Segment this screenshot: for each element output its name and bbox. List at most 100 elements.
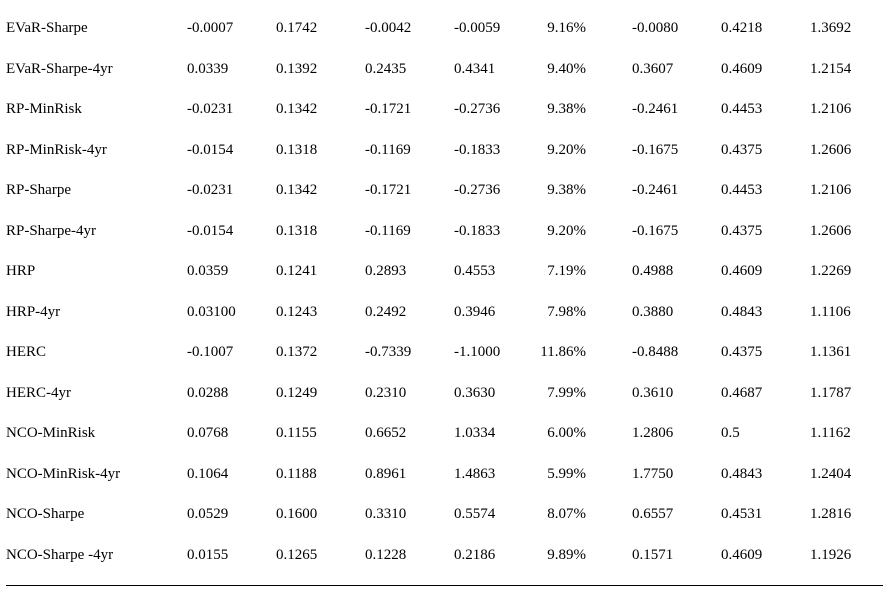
cell-value: -0.0007 [171, 18, 260, 59]
table-row: NCO-Sharpe -4yr 0.0155 0.1265 0.1228 0.2… [6, 545, 883, 586]
cell-value: -0.1833 [438, 140, 527, 181]
cell-value: 1.7750 [616, 464, 705, 505]
cell-value: 0.1372 [260, 342, 349, 383]
cell-value: -0.2461 [616, 99, 705, 140]
cell-value: -0.1007 [171, 342, 260, 383]
cell-percent: 9.40% [527, 59, 616, 100]
cell-value: 0.1342 [260, 99, 349, 140]
cell-percent: 9.38% [527, 180, 616, 221]
cell-value: -0.0042 [349, 18, 438, 59]
row-label: EVaR-Sharpe-4yr [6, 59, 171, 100]
cell-value: 0.2492 [349, 302, 438, 343]
cell-value: 0.1571 [616, 545, 705, 586]
cell-value: 0.0529 [171, 504, 260, 545]
cell-value: 1.4863 [438, 464, 527, 505]
row-label: HRP [6, 261, 171, 302]
cell-value: 1.2154 [794, 59, 883, 100]
cell-value: 0.5 [705, 423, 794, 464]
cell-value: 0.2310 [349, 383, 438, 424]
cell-value: 0.1243 [260, 302, 349, 343]
cell-value: 1.2806 [616, 423, 705, 464]
cell-value: 0.2435 [349, 59, 438, 100]
cell-value: 0.1318 [260, 140, 349, 181]
cell-value: 0.4218 [705, 18, 794, 59]
cell-value: 0.4375 [705, 140, 794, 181]
cell-value: 0.4553 [438, 261, 527, 302]
cell-value: 0.3310 [349, 504, 438, 545]
cell-value: -0.1675 [616, 140, 705, 181]
cell-value: 1.2106 [794, 180, 883, 221]
cell-value: 1.2106 [794, 99, 883, 140]
cell-value: 0.0359 [171, 261, 260, 302]
cell-percent: 11.86% [527, 342, 616, 383]
cell-value: 1.1361 [794, 342, 883, 383]
cell-value: 0.0339 [171, 59, 260, 100]
row-label: EVaR-Sharpe [6, 18, 171, 59]
cell-value: 0.4453 [705, 99, 794, 140]
cell-value: 1.2606 [794, 140, 883, 181]
cell-value: 0.1064 [171, 464, 260, 505]
cell-value: 0.3880 [616, 302, 705, 343]
cell-value: -0.1169 [349, 221, 438, 262]
cell-value: 0.0155 [171, 545, 260, 586]
cell-value: 0.4375 [705, 221, 794, 262]
cell-value: 0.4341 [438, 59, 527, 100]
cell-value: -0.0154 [171, 221, 260, 262]
table-row: RP-MinRisk-4yr -0.0154 0.1318 -0.1169 -0… [6, 140, 883, 181]
cell-percent: 7.99% [527, 383, 616, 424]
cell-value: 0.03100 [171, 302, 260, 343]
cell-percent: 6.00% [527, 423, 616, 464]
cell-percent: 9.89% [527, 545, 616, 586]
cell-value: 0.8961 [349, 464, 438, 505]
cell-percent: 5.99% [527, 464, 616, 505]
cell-percent: 8.07% [527, 504, 616, 545]
cell-percent: 9.20% [527, 140, 616, 181]
cell-value: -0.8488 [616, 342, 705, 383]
cell-value: 0.1392 [260, 59, 349, 100]
cell-value: 0.4375 [705, 342, 794, 383]
cell-value: -0.7339 [349, 342, 438, 383]
cell-value: 0.4531 [705, 504, 794, 545]
table-row: NCO-MinRisk-4yr 0.1064 0.1188 0.8961 1.4… [6, 464, 883, 505]
cell-value: 0.4609 [705, 261, 794, 302]
row-label: NCO-MinRisk-4yr [6, 464, 171, 505]
cell-value: 0.1155 [260, 423, 349, 464]
cell-value: -0.2736 [438, 180, 527, 221]
cell-value: -0.1721 [349, 99, 438, 140]
cell-value: 0.6557 [616, 504, 705, 545]
cell-value: 0.1249 [260, 383, 349, 424]
cell-value: 0.2186 [438, 545, 527, 586]
cell-percent: 9.16% [527, 18, 616, 59]
row-label: NCO-MinRisk [6, 423, 171, 464]
table-row: EVaR-Sharpe -0.0007 0.1742 -0.0042 -0.00… [6, 18, 883, 59]
cell-value: 0.4843 [705, 302, 794, 343]
row-label: NCO-Sharpe [6, 504, 171, 545]
cell-value: -0.0154 [171, 140, 260, 181]
table-row: HRP 0.0359 0.1241 0.2893 0.4553 7.19% 0.… [6, 261, 883, 302]
cell-value: 1.2606 [794, 221, 883, 262]
cell-value: -0.0231 [171, 99, 260, 140]
cell-value: 0.1265 [260, 545, 349, 586]
cell-percent: 7.98% [527, 302, 616, 343]
cell-value: 0.6652 [349, 423, 438, 464]
row-label: RP-Sharpe [6, 180, 171, 221]
table-row: HERC-4yr 0.0288 0.1249 0.2310 0.3630 7.9… [6, 383, 883, 424]
cell-value: -0.1169 [349, 140, 438, 181]
cell-value: 1.0334 [438, 423, 527, 464]
table-row: NCO-MinRisk 0.0768 0.1155 0.6652 1.0334 … [6, 423, 883, 464]
row-label: NCO-Sharpe -4yr [6, 545, 171, 586]
table-row: EVaR-Sharpe-4yr 0.0339 0.1392 0.2435 0.4… [6, 59, 883, 100]
cell-value: -0.0231 [171, 180, 260, 221]
cell-value: 1.3692 [794, 18, 883, 59]
row-label: RP-MinRisk [6, 99, 171, 140]
cell-value: -0.2461 [616, 180, 705, 221]
row-label: HRP-4yr [6, 302, 171, 343]
table-row: RP-MinRisk -0.0231 0.1342 -0.1721 -0.273… [6, 99, 883, 140]
cell-value: -0.1721 [349, 180, 438, 221]
cell-value: 0.1228 [349, 545, 438, 586]
cell-value: 0.3610 [616, 383, 705, 424]
cell-percent: 7.19% [527, 261, 616, 302]
cell-value: 0.1342 [260, 180, 349, 221]
table-body: EVaR-Sharpe -0.0007 0.1742 -0.0042 -0.00… [6, 18, 883, 585]
cell-value: 0.4453 [705, 180, 794, 221]
